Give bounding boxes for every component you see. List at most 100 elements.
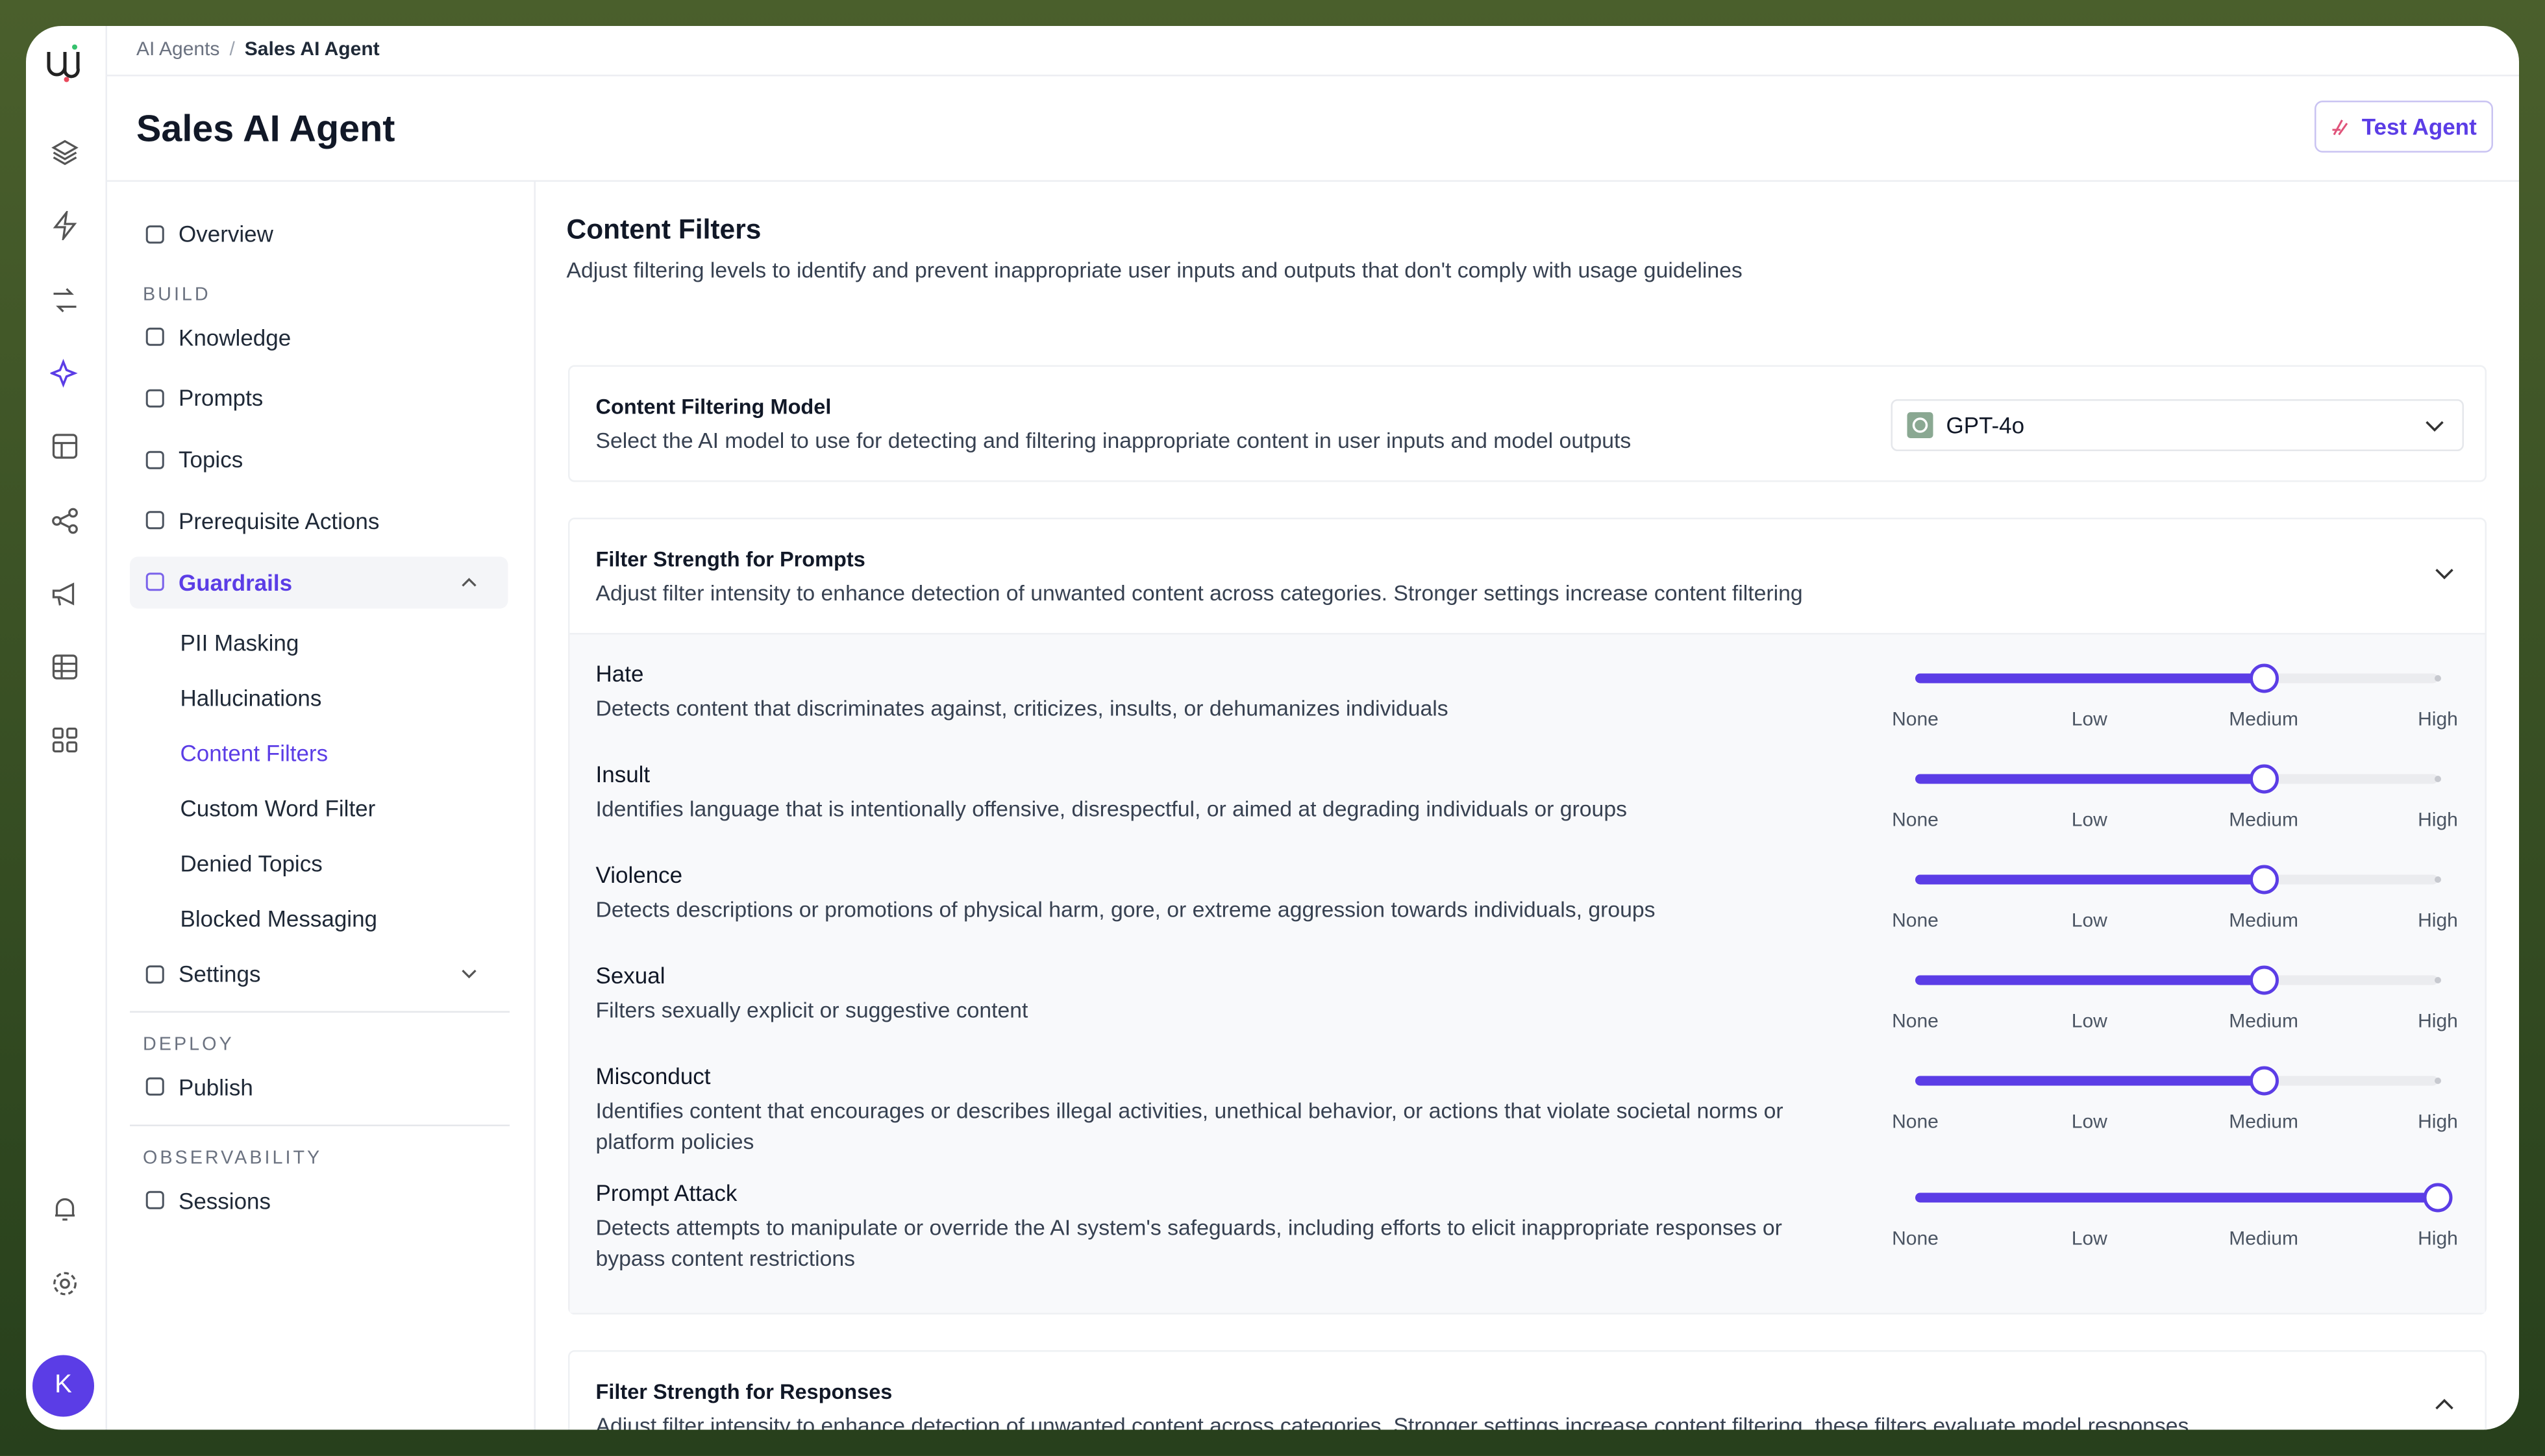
slider-fill <box>1915 975 2264 985</box>
level-label: High <box>2418 1227 2458 1250</box>
slider-thumb[interactable] <box>2249 764 2279 794</box>
sidebar-divider <box>130 1011 510 1013</box>
slider-fill <box>1915 874 2264 885</box>
prompts-card: Filter Strength for Prompts Adjust filte… <box>568 517 2487 1314</box>
selected-model: GPT-4o <box>1946 412 2025 438</box>
card-title: Content Filtering Model <box>595 394 832 419</box>
app-window: K AI Agents / Sales AI Agent Sales AI Agen… <box>26 26 2519 1430</box>
level-label: Low <box>2071 1110 2107 1133</box>
filter-description: Detects attempts to manipulate or overri… <box>595 1215 1782 1271</box>
sidebar-subitem[interactable]: PII Masking <box>130 617 508 669</box>
sidebar-label: Settings <box>179 961 261 987</box>
level-label: High <box>2418 1110 2458 1133</box>
main-content: Content Filters Adjust filtering levels … <box>536 182 2519 1430</box>
breadcrumb-current: Sales AI Agent <box>244 37 380 60</box>
level-label: High <box>2418 808 2458 831</box>
sidebar-item[interactable]: Topics <box>130 434 508 486</box>
layout-icon[interactable] <box>51 432 80 461</box>
card-title: Filter Strength for Prompts <box>595 547 865 572</box>
sidebar-subitem[interactable]: Blocked Messaging <box>130 893 508 944</box>
slider-thumb[interactable] <box>2249 1066 2279 1096</box>
slider-track[interactable] <box>1915 1183 2453 1213</box>
level-label: Medium <box>2229 1227 2298 1250</box>
bell-icon[interactable] <box>51 1194 80 1224</box>
level-label: Low <box>2071 909 2107 932</box>
test-agent-button[interactable]: Test Agent <box>2315 101 2493 153</box>
sidebar-subitem[interactable]: Custom Word Filter <box>130 782 508 834</box>
filter-description: Detects content that discriminates again… <box>595 696 1448 721</box>
sidebar-label: Hallucinations <box>180 685 322 711</box>
share-icon[interactable] <box>51 506 80 536</box>
filter-name: Insult <box>595 761 651 787</box>
level-label: High <box>2418 1009 2458 1032</box>
filter-name: Misconduct <box>595 1063 711 1089</box>
megaphone-icon[interactable] <box>51 580 80 609</box>
sidebar-label: Prompts <box>179 385 264 412</box>
sidebar-label: Denied Topics <box>180 850 323 877</box>
layers-icon[interactable] <box>51 138 80 167</box>
filter-description: Filters sexually explicit or suggestive … <box>595 998 1028 1023</box>
filter-list: Hate Detects content that discriminates a… <box>569 633 2485 1313</box>
level-label: Medium <box>2229 1110 2298 1133</box>
slider-thumb[interactable] <box>2249 663 2279 693</box>
model-select[interactable]: GPT-4o <box>1891 399 2464 451</box>
icon-rail: K <box>26 26 107 1430</box>
slider-track[interactable] <box>1915 663 2441 693</box>
page-title: Sales AI Agent <box>136 107 395 149</box>
slider-stop <box>2435 977 2441 983</box>
gear-icon[interactable] <box>51 1269 80 1298</box>
sidebar-item[interactable]: Guardrails <box>130 556 508 608</box>
card-description: Adjust filter intensity to enhance detec… <box>595 581 1803 606</box>
slider-thumb[interactable] <box>2249 965 2279 995</box>
breadcrumb-link[interactable]: AI Agents <box>136 37 220 60</box>
slider-track[interactable] <box>1915 965 2441 995</box>
sidebar-item[interactable]: Prompts <box>130 372 508 424</box>
bolt-icon[interactable] <box>51 211 80 240</box>
sidebar-item[interactable]: Settings <box>130 948 508 1000</box>
apps-icon[interactable] <box>51 726 80 755</box>
filter-description: Identifies language that is intentionall… <box>595 796 1627 822</box>
sidebar-item[interactable]: Publish <box>130 1061 508 1113</box>
sidebar-item[interactable]: Prerequisite Actions <box>130 495 508 547</box>
logo <box>47 44 80 82</box>
collapse-toggle[interactable] <box>2433 561 2456 584</box>
sidebar-item[interactable]: Overview <box>130 208 508 260</box>
level-label: Low <box>2071 1227 2107 1250</box>
agents-icon[interactable] <box>50 358 80 388</box>
sidebar-heading: BUILD <box>143 285 211 305</box>
level-label: None <box>1892 1110 1939 1133</box>
filter-name: Prompt Attack <box>595 1179 738 1206</box>
sidebar-label: Overview <box>179 221 273 247</box>
slider-fill <box>1915 1076 2264 1086</box>
slider-thumb[interactable] <box>2423 1183 2453 1213</box>
level-label: Medium <box>2229 1009 2298 1032</box>
sidebar-subitem[interactable]: Denied Topics <box>130 837 508 889</box>
slider-track[interactable] <box>1915 865 2441 895</box>
breadcrumb: AI Agents / Sales AI Agent <box>136 37 380 60</box>
slider-fill <box>1915 774 2264 784</box>
sidebar-item[interactable]: Knowledge <box>130 311 508 363</box>
section-description: Adjust filtering levels to identify and … <box>566 258 1743 283</box>
sidebar-label: Prerequisite Actions <box>179 507 380 534</box>
card-title: Filter Strength for Responses <box>595 1379 893 1404</box>
button-label: Test Agent <box>2361 114 2477 140</box>
filter-name: Violence <box>595 861 683 888</box>
sidebar-subitem[interactable]: Hallucinations <box>130 672 508 724</box>
slider-fill <box>1915 1192 2438 1203</box>
flow-icon[interactable] <box>51 286 80 315</box>
model-card: Content Filtering Model Select the AI mo… <box>568 365 2487 482</box>
sidebar-heading: DEPLOY <box>143 1035 234 1055</box>
sidebar-item[interactable]: Sessions <box>130 1174 508 1226</box>
slider-stop <box>2435 876 2441 883</box>
expand-toggle[interactable] <box>2433 1394 2456 1417</box>
slider-thumb[interactable] <box>2249 865 2279 895</box>
sidebar-subitem[interactable]: Content Filters <box>130 727 508 779</box>
slider-track[interactable] <box>1915 1066 2441 1096</box>
level-label: Low <box>2071 708 2107 730</box>
table-icon[interactable] <box>51 652 80 682</box>
avatar[interactable]: K <box>32 1355 94 1417</box>
card-description: Adjust filter intensity to enhance detec… <box>595 1413 2189 1430</box>
slider-track[interactable] <box>1915 764 2441 794</box>
level-label: Low <box>2071 1009 2107 1032</box>
